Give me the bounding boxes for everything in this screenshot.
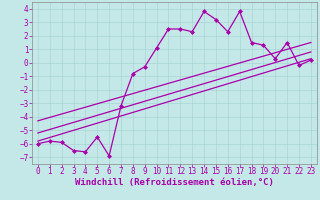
X-axis label: Windchill (Refroidissement éolien,°C): Windchill (Refroidissement éolien,°C)	[75, 178, 274, 187]
